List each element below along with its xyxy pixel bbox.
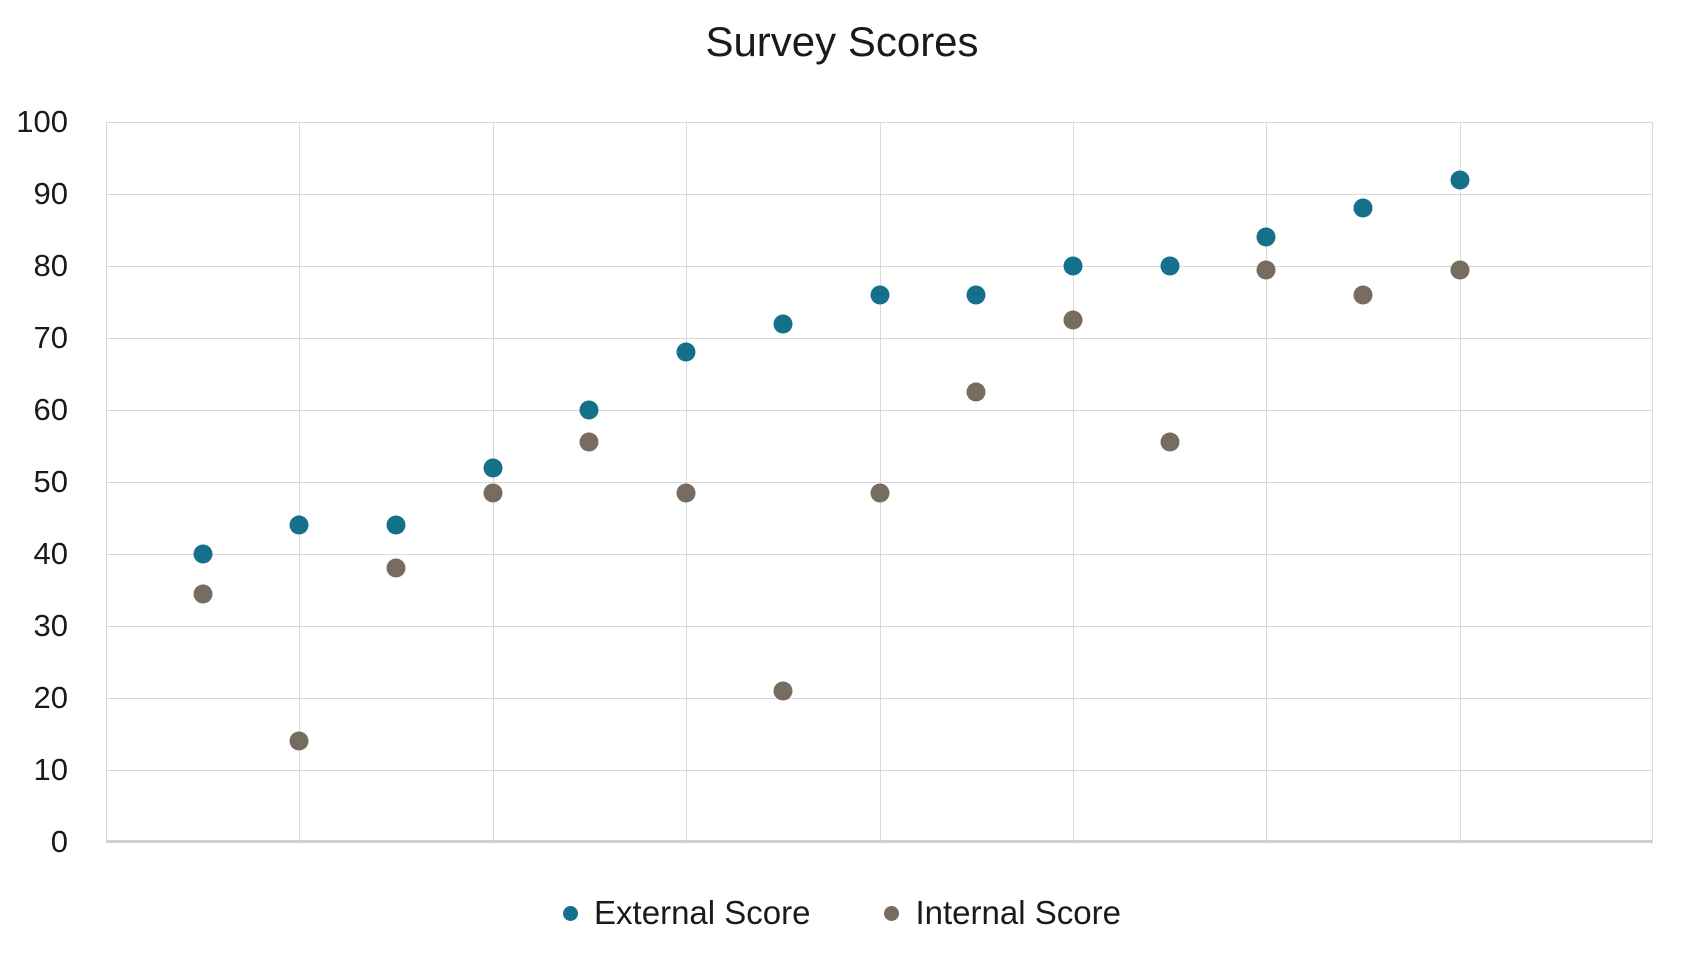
data-point-internal-score bbox=[193, 584, 213, 604]
data-point-external-score bbox=[193, 544, 213, 564]
legend-item-internal-score: Internal Score bbox=[884, 894, 1121, 932]
data-point-internal-score bbox=[676, 483, 696, 503]
data-point-internal-score bbox=[870, 483, 889, 503]
plot-area bbox=[106, 121, 1653, 843]
legend-marker-icon bbox=[884, 905, 900, 921]
data-point-external-score bbox=[289, 515, 309, 535]
data-point-internal-score bbox=[579, 432, 599, 452]
y-axis-tick-label: 40 bbox=[33, 536, 68, 571]
chart-title: Survey Scores bbox=[705, 18, 979, 65]
data-point-internal-score bbox=[386, 558, 406, 578]
gridline-vertical bbox=[299, 122, 301, 842]
data-point-internal-score bbox=[966, 382, 986, 402]
data-point-external-score bbox=[1256, 227, 1276, 247]
data-point-external-score bbox=[870, 285, 889, 305]
legend-marker-icon bbox=[563, 905, 579, 921]
data-point-external-score bbox=[1160, 256, 1180, 276]
data-point-internal-score bbox=[1063, 310, 1083, 330]
data-point-external-score bbox=[966, 285, 986, 305]
data-point-external-score bbox=[483, 458, 503, 478]
data-point-internal-score bbox=[1160, 432, 1180, 452]
legend-label: External Score bbox=[594, 894, 811, 931]
y-axis-tick-label: 80 bbox=[33, 248, 68, 283]
y-axis-tick-label: 100 bbox=[16, 104, 68, 139]
data-point-internal-score bbox=[483, 483, 503, 503]
gridline-vertical bbox=[1459, 122, 1461, 842]
y-axis-tick-label: 60 bbox=[33, 392, 68, 427]
gridline-vertical bbox=[686, 122, 688, 842]
y-axis-tick-label: 70 bbox=[33, 320, 68, 355]
data-point-internal-score bbox=[1256, 260, 1276, 280]
gridline-vertical bbox=[492, 122, 494, 842]
data-point-external-score bbox=[773, 314, 793, 334]
y-axis-tick-label: 90 bbox=[33, 176, 68, 211]
data-point-internal-score bbox=[289, 731, 309, 751]
gridline-vertical bbox=[879, 122, 881, 842]
legend-item-external-score: External Score bbox=[563, 894, 810, 932]
data-point-external-score bbox=[1450, 170, 1470, 190]
data-point-internal-score bbox=[773, 681, 793, 701]
data-point-external-score bbox=[676, 342, 696, 362]
gridline-vertical bbox=[1266, 122, 1268, 842]
legend-label: Internal Score bbox=[915, 894, 1121, 931]
y-axis-tick-label: 50 bbox=[33, 464, 68, 499]
gridline-vertical bbox=[1652, 122, 1653, 842]
data-point-internal-score bbox=[1353, 285, 1373, 305]
gridline-vertical bbox=[1072, 122, 1074, 842]
data-point-external-score bbox=[579, 400, 599, 420]
data-point-external-score bbox=[1063, 256, 1083, 276]
y-axis: 0 10 20 30 40 50 60 70 80 90 100 bbox=[0, 104, 68, 859]
y-axis-tick-label: 0 bbox=[50, 824, 68, 859]
data-point-external-score bbox=[1353, 198, 1373, 218]
y-axis-tick-label: 30 bbox=[33, 608, 68, 643]
y-axis-tick-label: 20 bbox=[33, 680, 68, 715]
legend: External Score Internal Score bbox=[0, 888, 1684, 938]
data-point-external-score bbox=[386, 515, 406, 535]
y-axis-tick-label: 10 bbox=[33, 752, 68, 787]
data-point-internal-score bbox=[1450, 260, 1470, 280]
gridline-vertical bbox=[106, 122, 107, 842]
